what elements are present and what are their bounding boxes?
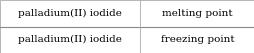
Text: melting point: melting point <box>162 9 232 18</box>
Text: palladium(II) iodide: palladium(II) iodide <box>18 9 122 18</box>
Text: palladium(II) iodide: palladium(II) iodide <box>18 35 122 44</box>
Text: freezing point: freezing point <box>160 35 233 44</box>
